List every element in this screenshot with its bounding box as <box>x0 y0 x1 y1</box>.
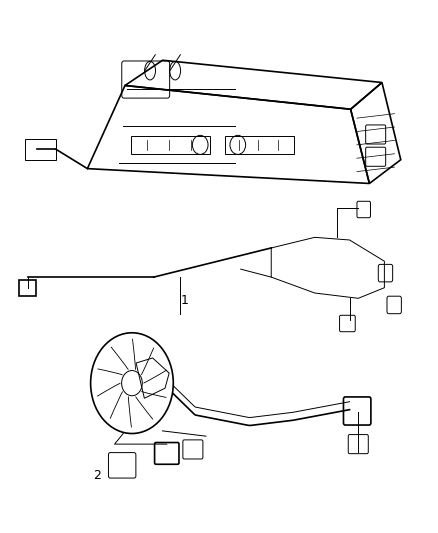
Text: 2: 2 <box>93 470 101 482</box>
Text: 1: 1 <box>180 294 188 308</box>
